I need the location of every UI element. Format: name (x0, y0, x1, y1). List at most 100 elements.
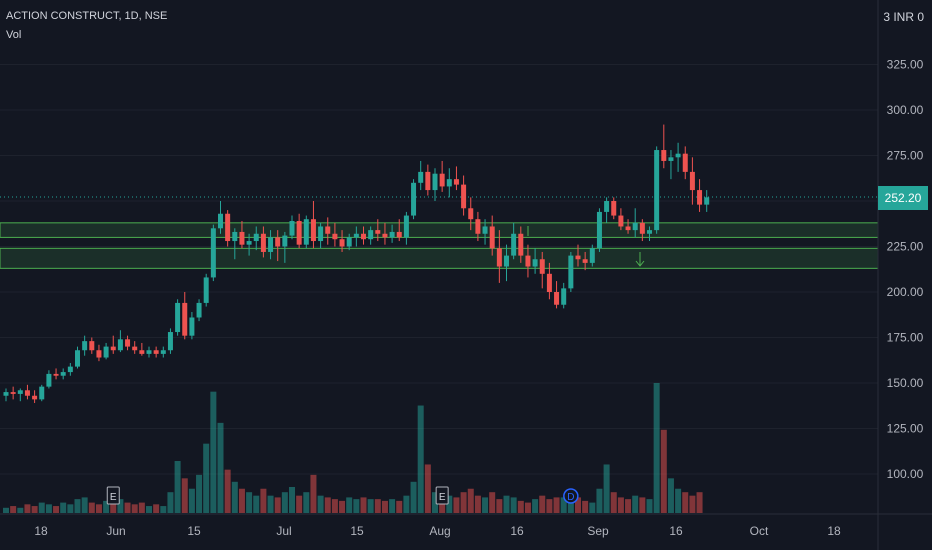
candle-body (361, 233, 366, 240)
last-price-tag: 252.20 (878, 186, 928, 210)
time-tick-label: 16 (669, 524, 683, 538)
volume-bar (696, 492, 703, 513)
candle-body (146, 350, 152, 354)
volume-bar (639, 497, 646, 513)
volume-bar (260, 488, 267, 513)
candle-body (396, 231, 402, 238)
volume-bar (617, 497, 624, 513)
candle-body (75, 350, 80, 367)
candle-body (661, 150, 667, 161)
volume-bar (360, 497, 367, 513)
candle-body (618, 215, 624, 227)
candle-body (303, 219, 309, 245)
candle-body (704, 197, 710, 205)
candle-body (418, 171, 424, 183)
event-marker[interactable]: D (563, 488, 579, 504)
event-marker-label: D (567, 492, 574, 503)
volume-bar (560, 497, 567, 513)
candle-body (268, 237, 274, 252)
time-tick-label: 15 (350, 524, 364, 538)
volume-bar (632, 495, 639, 513)
candle-body (654, 150, 660, 231)
volume-bar (3, 507, 9, 513)
support-zones (0, 222, 879, 269)
volume-bar (610, 492, 617, 513)
price-grid (0, 64, 878, 475)
candle-body (39, 386, 45, 400)
volume-bar (467, 488, 474, 513)
candle-body (203, 277, 209, 303)
volume-bar (246, 492, 253, 513)
volume-bar (496, 499, 503, 513)
candle-body (403, 215, 409, 238)
volume-bar (253, 495, 260, 513)
candle-body (260, 233, 266, 252)
volume-bar (231, 481, 238, 513)
volume-bar (603, 464, 610, 513)
volume-bar (53, 506, 60, 513)
candle-body (182, 302, 188, 336)
event-marker-label: E (439, 492, 446, 503)
candle-body (225, 213, 231, 242)
candle-body (110, 346, 116, 351)
candle-body (482, 226, 488, 234)
volume-bar (88, 502, 95, 513)
candle-body (639, 222, 645, 234)
volume-bar (217, 422, 224, 513)
time-tick-label: 16 (510, 524, 524, 538)
candle-body (461, 184, 467, 209)
volume-bar (589, 502, 596, 513)
volume-indicator-label[interactable]: Vol (6, 29, 22, 41)
volume-bar (653, 383, 660, 513)
candle-body (332, 233, 338, 240)
candle-body (296, 221, 302, 245)
volume-bar (367, 499, 374, 513)
candle-body (53, 373, 59, 376)
support-zone (0, 222, 879, 238)
volume-bar (238, 488, 245, 513)
candle-body (611, 201, 617, 216)
candle-body (489, 226, 495, 249)
volume-bar (353, 499, 360, 513)
support-zone (0, 247, 879, 269)
event-marker[interactable]: E (435, 486, 449, 505)
volume-bar (17, 507, 24, 513)
price-tick-label: 150.00 (887, 376, 924, 390)
candle-body (275, 237, 281, 247)
candle-body (218, 213, 223, 229)
volume-bar (153, 504, 160, 513)
volume-bar (167, 492, 174, 513)
price-tick-label: 125.00 (887, 422, 924, 436)
volume-bar (553, 497, 560, 513)
candle-body (561, 288, 567, 305)
volume-bar (474, 495, 481, 513)
volume-bar (524, 502, 531, 513)
volume-bar (532, 499, 539, 513)
candle-body (232, 231, 238, 242)
candle-body (89, 341, 95, 351)
candle-body (24, 390, 30, 396)
candle-body (554, 292, 560, 305)
price-axis: 325.00300.00275.00250.00225.00200.00175.… (887, 58, 924, 482)
candle-body (439, 173, 445, 187)
volume-bar (410, 481, 417, 513)
currency-label[interactable]: 3 INR 0 (883, 10, 924, 24)
price-tick-label: 225.00 (887, 240, 924, 254)
event-marker[interactable]: E (106, 486, 120, 505)
candle-body (289, 221, 295, 236)
volume-bar (146, 506, 152, 513)
price-tick-label: 325.00 (887, 58, 924, 72)
volume-bar (110, 504, 117, 513)
volume-bar (460, 492, 467, 513)
volume-bar (324, 497, 331, 513)
volume-bar (625, 499, 632, 513)
volume-bar (24, 504, 31, 513)
candle-body (582, 259, 588, 263)
time-tick-label: Sep (587, 524, 609, 538)
time-tick-label: 18 (34, 524, 48, 538)
candle-body (160, 350, 166, 354)
volume-bar (203, 443, 210, 513)
candle-body (96, 350, 102, 358)
candle-body (453, 179, 459, 185)
